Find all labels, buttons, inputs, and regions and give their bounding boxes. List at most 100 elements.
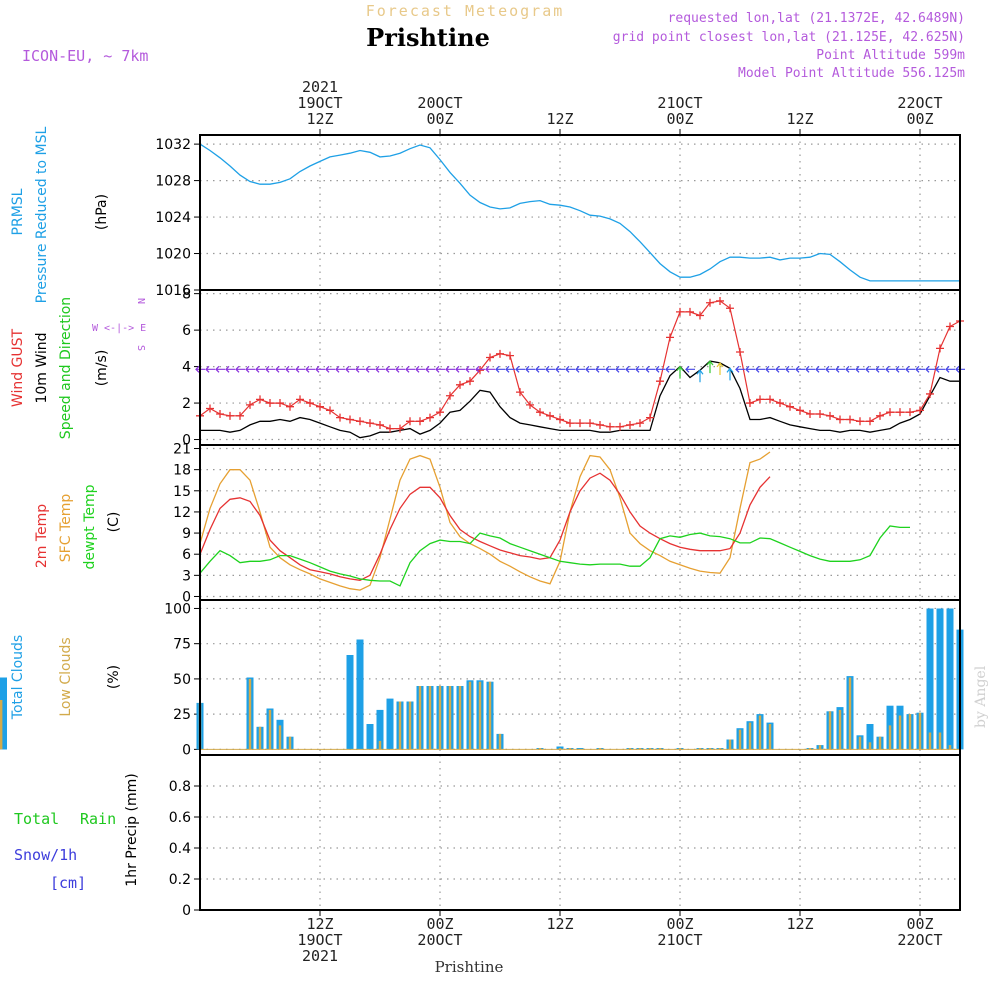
- low-cloud-bar: [428, 686, 432, 750]
- wind-gust-marker: [706, 298, 714, 307]
- y-tick-label: 0.8: [169, 779, 191, 795]
- low-cloud-bar: [878, 736, 882, 750]
- bottom-time-label: 00Z: [426, 915, 453, 933]
- wind-direction-arrow: [765, 365, 775, 373]
- y-tick-label: 0: [182, 742, 191, 758]
- low-cloud-bar: [848, 677, 852, 750]
- low-cloud-bar: [0, 700, 3, 750]
- bottom-time-label: 12Z: [306, 915, 333, 933]
- watermark: by Angel: [973, 665, 989, 728]
- wind-gust-marker: [426, 413, 434, 422]
- wind-gust-marker: [516, 388, 524, 397]
- low-cloud-bar: [728, 739, 732, 750]
- low-cloud-bar: [748, 722, 752, 750]
- panel-frame: [199, 599, 961, 756]
- wind-direction-arrow: [445, 365, 455, 373]
- bottom-time-label: 21OCT: [657, 931, 702, 949]
- low-clouds-label: Low Clouds: [58, 637, 74, 716]
- wind-gust-marker: [756, 395, 764, 404]
- pressure-unit: (hPa): [94, 194, 110, 230]
- y-tick-label: 0.4: [169, 841, 191, 857]
- wind-direction-arrow: [525, 365, 535, 373]
- y-tick-label: 6: [182, 323, 191, 339]
- bottom-time-label: 12Z: [786, 915, 813, 933]
- wind-gust-marker: [696, 311, 704, 320]
- low-cloud-bar: [658, 748, 662, 750]
- wind-gust-marker: [316, 402, 324, 411]
- total-cloud-bar: [356, 639, 364, 750]
- wind-direction-arrow: [676, 365, 684, 379]
- temp-dewpt-label: dewpt Temp: [82, 484, 98, 569]
- wind-direction-arrow: [545, 365, 555, 373]
- title-faint: Forecast Meteogram: [366, 2, 565, 20]
- wind-direction-arrow: [235, 365, 245, 373]
- temp-sfc-label: SFC Temp: [58, 494, 74, 563]
- wind-direction-arrow: [415, 365, 425, 373]
- wind-gust-marker: [626, 420, 634, 429]
- y-tick-label: 75: [173, 637, 191, 653]
- wind-gust-marker: [506, 351, 514, 360]
- compass-we: W <-|-> E: [92, 323, 146, 334]
- wind-direction-arrow: [625, 365, 635, 373]
- y-tick-label: 3: [182, 568, 191, 584]
- wind-direction-arrow: [665, 365, 675, 373]
- point-altitude: Point Altitude 599m: [816, 48, 965, 63]
- wind-direction-arrow: [875, 365, 885, 373]
- wind-gust-marker: [666, 333, 674, 342]
- wind-gust-marker: [786, 402, 794, 411]
- rain-label-2: Rain: [80, 810, 116, 828]
- wind-direction-arrow: [716, 361, 724, 375]
- top-time-label: 00Z: [906, 110, 933, 128]
- wind-gust-marker: [266, 399, 274, 408]
- low-cloud-bar: [558, 748, 562, 750]
- wind-direction-arrow: [895, 365, 905, 373]
- top-time-label: 2021: [302, 78, 338, 96]
- wind-direction-arrow: [726, 367, 734, 381]
- low-cloud-bar: [398, 701, 402, 750]
- y-tick-label: 100: [164, 601, 191, 617]
- wind-gust-marker: [946, 322, 954, 331]
- wind-direction-arrow: [285, 365, 295, 373]
- low-cloud-bar: [408, 701, 412, 750]
- wind-direction-arrow: [755, 365, 765, 373]
- wind-10m-label: 10m Wind: [34, 332, 50, 403]
- wind-direction-arrow: [355, 365, 365, 373]
- pressure-label-1: PRMSL: [10, 188, 26, 235]
- total-cloud-bar: [0, 690, 7, 750]
- y-tick-label: 8: [182, 287, 191, 303]
- wind-direction-arrow: [305, 365, 315, 373]
- wind-direction-arrow: [215, 365, 225, 373]
- wind-gust-marker: [586, 419, 594, 428]
- wind-speed-line: [200, 360, 960, 439]
- low-cloud-bar: [638, 748, 642, 750]
- wind-gust-marker: [936, 344, 944, 353]
- temp-dewpt-line: [199, 525, 910, 587]
- y-tick-label: 50: [173, 672, 191, 688]
- wind-direction-arrow: [615, 365, 625, 373]
- precip-unit: 1hr Precip (mm): [124, 773, 140, 886]
- wind-gust-marker: [296, 395, 304, 404]
- low-cloud-bar: [248, 678, 252, 750]
- rain-label-1: Total: [14, 810, 59, 828]
- panel-frame: [199, 444, 961, 601]
- bottom-time-label: 19OCT: [297, 931, 342, 949]
- wind-direction-arrow: [815, 365, 825, 373]
- wind-gust-marker: [456, 380, 464, 389]
- wind-gust-marker: [776, 399, 784, 408]
- temp-2m-label: 2m Temp: [34, 504, 50, 568]
- wind-gust-marker: [716, 296, 724, 305]
- wind-gust-marker: [606, 422, 614, 431]
- low-cloud-bar: [258, 726, 262, 750]
- wind-gust-marker: [206, 404, 214, 413]
- wind-direction-arrow: [885, 365, 895, 373]
- wind-gust-marker: [926, 389, 934, 398]
- low-cloud-bar: [738, 729, 742, 750]
- wind-direction-arrow: [835, 365, 845, 373]
- wind-gust-marker: [276, 399, 284, 408]
- wind-direction-arrow: [225, 365, 235, 373]
- bottom-time-label: 00Z: [906, 915, 933, 933]
- wind-direction-arrow: [925, 365, 935, 373]
- wind-gust-marker: [416, 417, 424, 426]
- wind-gust-marker: [886, 408, 894, 417]
- y-tick-label: 0: [182, 589, 191, 605]
